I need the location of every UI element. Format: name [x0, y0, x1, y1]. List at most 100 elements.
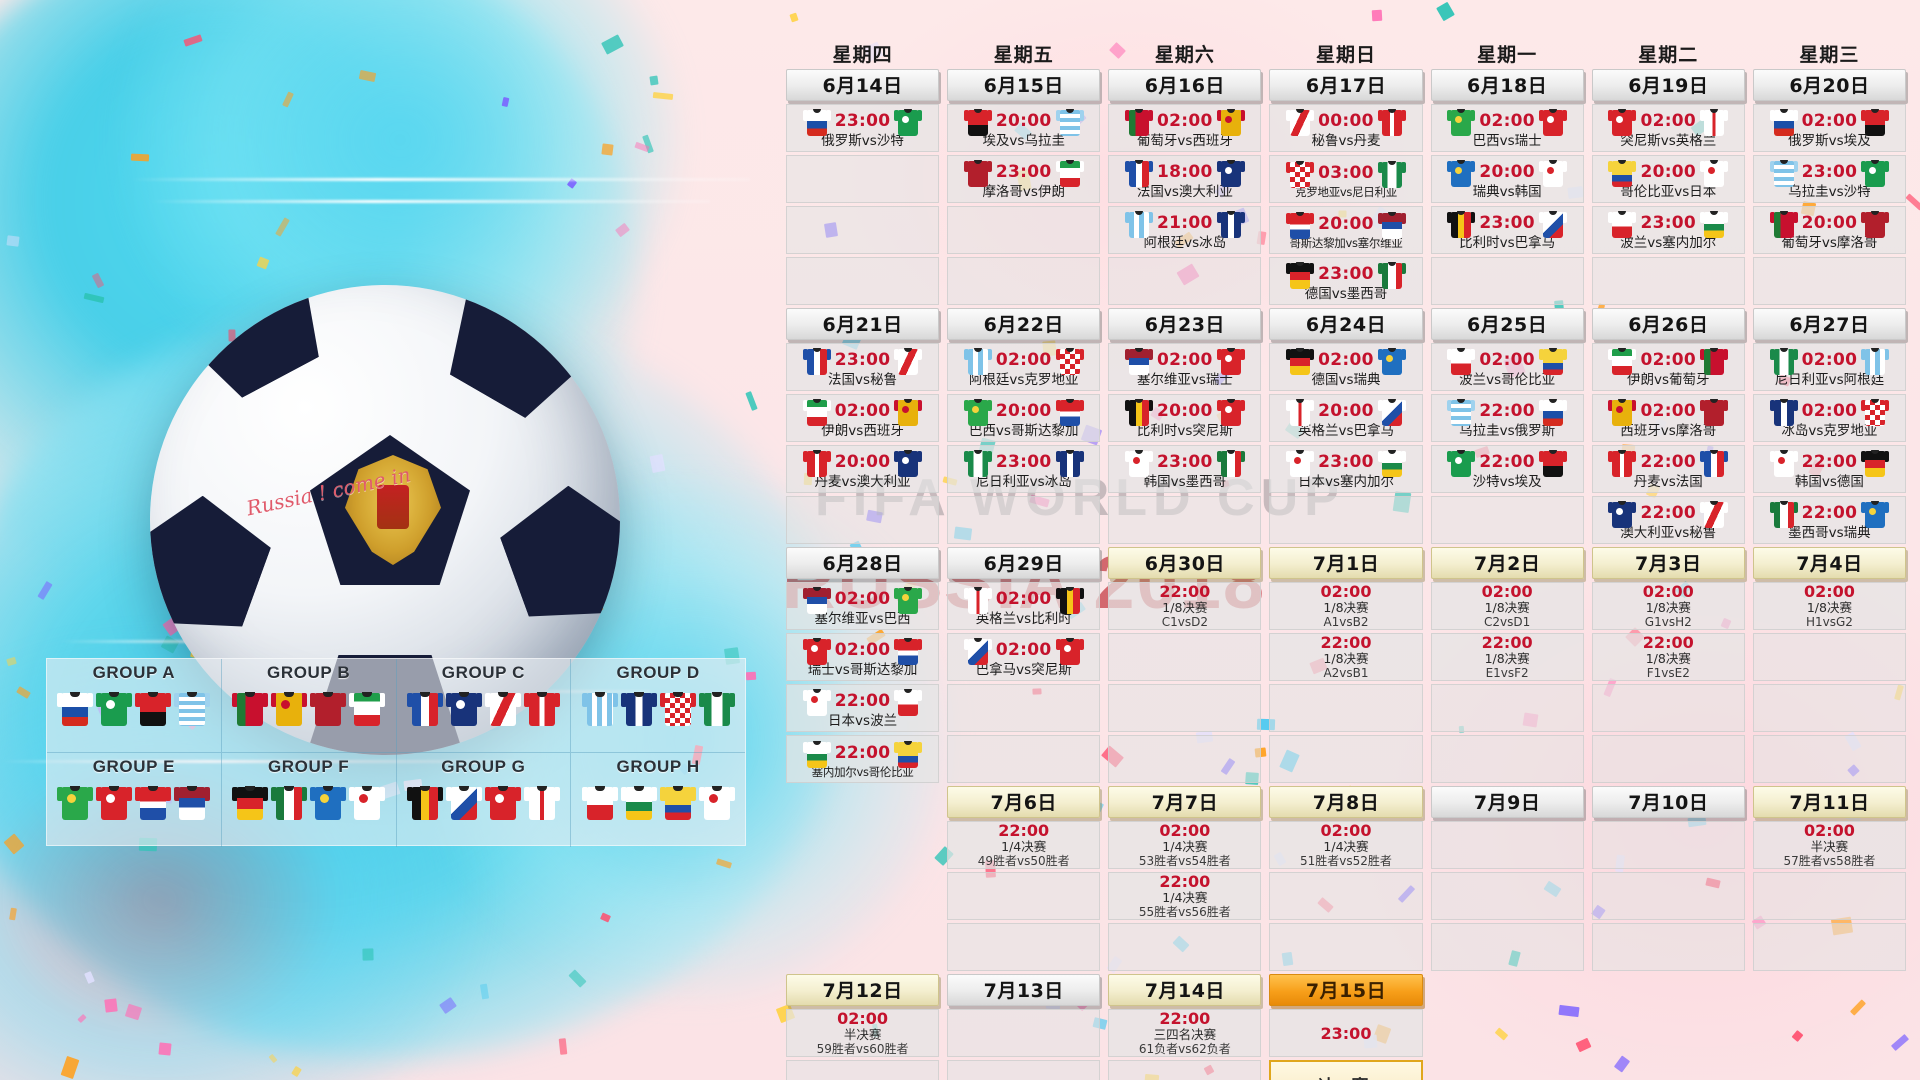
match-cell[interactable]: 02:00 伊朗vs西班牙 — [786, 394, 940, 442]
match-cell[interactable]: 02:00 冰岛vs克罗地亚 — [1752, 394, 1906, 442]
match-cell[interactable]: 22:00 墨西哥vs瑞典 — [1752, 496, 1906, 544]
match-cell[interactable]: 02:00 尼日利亚vs阿根廷 — [1752, 343, 1906, 391]
match-cell[interactable]: 22:00 韩国vs德国 — [1752, 445, 1906, 493]
match-cell[interactable]: 20:00 巴西vs哥斯达黎加 — [947, 394, 1101, 442]
group-box-group-b[interactable]: GROUP B — [221, 659, 397, 753]
match-cell[interactable]: 22:00 澳大利亚vs秘鲁 — [1591, 496, 1745, 544]
date-header[interactable]: 7月7日 — [1108, 786, 1262, 818]
final-time-cell[interactable]: 23:00 — [1269, 1009, 1423, 1057]
date-header[interactable]: 6月22日 — [947, 308, 1101, 340]
date-header[interactable]: 7月14日 — [1108, 974, 1262, 1006]
match-cell[interactable]: 02:00 波兰vs哥伦比亚 — [1430, 343, 1584, 391]
match-cell[interactable]: 02:00 突尼斯vs英格兰 — [1591, 104, 1745, 152]
knockout-cell[interactable]: 22:00 1/4决赛 49胜者vs50胜者 — [947, 821, 1101, 869]
match-cell[interactable]: 21:00 阿根廷vs冰岛 — [1108, 206, 1262, 254]
date-header[interactable]: 6月29日 — [947, 547, 1101, 579]
match-cell[interactable]: 02:00 英格兰vs比利时 — [947, 582, 1101, 630]
match-cell[interactable]: 23:00 摩洛哥vs伊朗 — [947, 155, 1101, 203]
group-box-group-g[interactable]: GROUP G — [397, 753, 572, 847]
final-match-badge[interactable]: 决 赛 — [1269, 1060, 1423, 1080]
match-cell[interactable]: 20:00 英格兰vs巴拿马 — [1269, 394, 1423, 442]
group-box-group-c[interactable]: GROUP C — [396, 659, 572, 753]
group-box-group-h[interactable]: GROUP H — [571, 753, 745, 847]
knockout-cell[interactable]: 22:00 1/8决赛 F1vsE2 — [1591, 633, 1745, 681]
match-cell[interactable]: 23:00 韩国vs墨西哥 — [1108, 445, 1262, 493]
group-box-group-a[interactable]: GROUP A — [47, 659, 222, 753]
group-box-group-f[interactable]: GROUP F — [222, 753, 397, 847]
knockout-cell[interactable]: 02:00 1/8决赛 A1vsB2 — [1269, 582, 1423, 630]
match-cell[interactable]: 02:00 葡萄牙vs西班牙 — [1108, 104, 1262, 152]
knockout-cell[interactable]: 02:00 1/8决赛 G1vsH2 — [1591, 582, 1745, 630]
date-header[interactable]: 7月6日 — [947, 786, 1101, 818]
date-header[interactable]: 7月1日 — [1269, 547, 1423, 579]
date-header[interactable]: 6月25日 — [1430, 308, 1584, 340]
date-header[interactable]: 7月12日 — [786, 974, 940, 1006]
date-header[interactable]: 7月13日 — [947, 974, 1101, 1006]
group-box-group-e[interactable]: GROUP E — [47, 753, 222, 847]
date-header[interactable]: 6月20日 — [1752, 69, 1906, 101]
date-header[interactable]: 7月8日 — [1269, 786, 1423, 818]
match-cell[interactable]: 02:00 阿根廷vs克罗地亚 — [947, 343, 1101, 391]
date-header[interactable]: 7月11日 — [1752, 786, 1906, 818]
match-cell[interactable]: 02:00 瑞士vs哥斯达黎加 — [786, 633, 940, 681]
date-header[interactable]: 6月27日 — [1752, 308, 1906, 340]
match-cell[interactable]: 23:00 德国vs墨西哥 — [1269, 257, 1423, 305]
date-header[interactable]: 6月19日 — [1591, 69, 1745, 101]
match-cell[interactable]: 23:00 波兰vs塞内加尔 — [1591, 206, 1745, 254]
date-header[interactable]: 6月30日 — [1108, 547, 1262, 579]
match-cell[interactable]: 22:00 丹麦vs法国 — [1591, 445, 1745, 493]
date-header[interactable]: 6月28日 — [786, 547, 940, 579]
match-cell[interactable]: 02:00 西班牙vs摩洛哥 — [1591, 394, 1745, 442]
date-header[interactable]: 7月10日 — [1591, 786, 1745, 818]
match-cell[interactable]: 20:00 瑞典vs韩国 — [1430, 155, 1584, 203]
match-cell[interactable]: 20:00 哥伦比亚vs日本 — [1591, 155, 1745, 203]
knockout-cell[interactable]: 22:00 1/4决赛 55胜者vs56胜者 — [1108, 872, 1262, 920]
match-cell[interactable]: 02:00 塞尔维亚vs瑞士 — [1108, 343, 1262, 391]
match-cell[interactable]: 23:00 尼日利亚vs冰岛 — [947, 445, 1101, 493]
match-cell[interactable]: 02:00 俄罗斯vs埃及 — [1752, 104, 1906, 152]
match-cell[interactable]: 00:00 秘鲁vs丹麦 — [1269, 104, 1423, 152]
date-header[interactable]: 6月14日 — [786, 69, 940, 101]
match-cell[interactable]: 23:00 比利时vs巴拿马 — [1430, 206, 1584, 254]
date-header[interactable]: 7月4日 — [1752, 547, 1906, 579]
knockout-cell[interactable]: 02:00 半决赛 57胜者vs58胜者 — [1752, 821, 1906, 869]
match-cell[interactable]: 23:00 乌拉圭vs沙特 — [1752, 155, 1906, 203]
date-header[interactable]: 6月18日 — [1430, 69, 1584, 101]
match-cell[interactable]: 23:00 俄罗斯vs沙特 — [786, 104, 940, 152]
knockout-cell[interactable]: 22:00 1/8决赛 E1vsF2 — [1430, 633, 1584, 681]
date-header[interactable]: 7月2日 — [1430, 547, 1584, 579]
match-cell[interactable]: 23:00 法国vs秘鲁 — [786, 343, 940, 391]
match-cell[interactable]: 20:00 哥斯达黎加vs塞尔维亚 — [1269, 206, 1423, 254]
match-cell[interactable]: 02:00 巴西vs瑞士 — [1430, 104, 1584, 152]
match-cell[interactable]: 22:00 日本vs波兰 — [786, 684, 940, 732]
date-header[interactable]: 6月24日 — [1269, 308, 1423, 340]
date-header[interactable]: 6月17日 — [1269, 69, 1423, 101]
match-cell[interactable]: 03:00 克罗地亚vs尼日利亚 — [1269, 155, 1423, 203]
date-header[interactable]: 6月23日 — [1108, 308, 1262, 340]
date-header[interactable]: 6月16日 — [1108, 69, 1262, 101]
date-header[interactable]: 7月9日 — [1430, 786, 1584, 818]
match-cell[interactable]: 20:00 比利时vs突尼斯 — [1108, 394, 1262, 442]
match-cell[interactable]: 02:00 塞尔维亚vs巴西 — [786, 582, 940, 630]
match-cell[interactable]: 02:00 德国vs瑞典 — [1269, 343, 1423, 391]
knockout-cell[interactable]: 02:00 1/8决赛 C2vsD1 — [1430, 582, 1584, 630]
match-cell[interactable]: 02:00 伊朗vs葡萄牙 — [1591, 343, 1745, 391]
match-cell[interactable]: 22:00 沙特vs埃及 — [1430, 445, 1584, 493]
group-box-group-d[interactable]: GROUP D — [571, 659, 745, 753]
match-cell[interactable]: 22:00 塞内加尔vs哥伦比亚 — [786, 735, 940, 783]
knockout-cell[interactable]: 02:00 1/4决赛 51胜者vs52胜者 — [1269, 821, 1423, 869]
knockout-cell[interactable]: 22:00 三四名决赛 61负者vs62负者 — [1108, 1009, 1262, 1057]
knockout-cell[interactable]: 22:00 1/8决赛 C1vsD2 — [1108, 582, 1262, 630]
match-cell[interactable]: 22:00 乌拉圭vs俄罗斯 — [1430, 394, 1584, 442]
match-cell[interactable]: 20:00 丹麦vs澳大利亚 — [786, 445, 940, 493]
date-header[interactable]: 7月15日 — [1269, 974, 1423, 1006]
match-cell[interactable]: 20:00 葡萄牙vs摩洛哥 — [1752, 206, 1906, 254]
match-cell[interactable]: 23:00 日本vs塞内加尔 — [1269, 445, 1423, 493]
date-header[interactable]: 6月26日 — [1591, 308, 1745, 340]
date-header[interactable]: 7月3日 — [1591, 547, 1745, 579]
date-header[interactable]: 6月15日 — [947, 69, 1101, 101]
date-header[interactable]: 6月21日 — [786, 308, 940, 340]
knockout-cell[interactable]: 02:00 1/8决赛 H1vsG2 — [1752, 582, 1906, 630]
knockout-cell[interactable]: 02:00 半决赛 59胜者vs60胜者 — [786, 1009, 940, 1057]
match-cell[interactable]: 18:00 法国vs澳大利亚 — [1108, 155, 1262, 203]
